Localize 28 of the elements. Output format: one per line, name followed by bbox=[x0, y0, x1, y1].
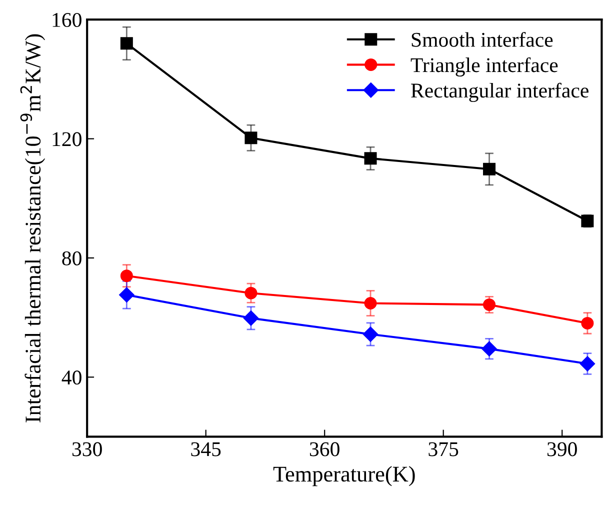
x-tick-label: 375 bbox=[428, 442, 458, 456]
y-tick-label: 40 bbox=[62, 370, 82, 385]
y-axis-title: Interfacial thermal resistance(10$^{−9}$m$^{2}$K/W) bbox=[20, 34, 46, 422]
point bbox=[362, 326, 378, 342]
point bbox=[120, 270, 133, 282]
point bbox=[364, 296, 377, 310]
point bbox=[119, 287, 134, 302]
y-tick-label: 80 bbox=[62, 251, 82, 266]
x-tick-label: 390 bbox=[547, 442, 577, 456]
point bbox=[482, 341, 497, 356]
x-tick-label: 330 bbox=[72, 442, 102, 456]
legend-label: Triangle interface bbox=[410, 57, 558, 77]
x-tick-label: 345 bbox=[191, 442, 221, 456]
point bbox=[483, 298, 496, 311]
point bbox=[243, 310, 259, 326]
legend-label: Rectangular interface bbox=[411, 82, 588, 102]
point bbox=[244, 286, 258, 300]
y-tick-label: 120 bbox=[52, 132, 82, 146]
point bbox=[244, 132, 258, 144]
point bbox=[581, 316, 594, 330]
point bbox=[364, 152, 377, 165]
point bbox=[580, 356, 596, 372]
y-tick-label: 160 bbox=[52, 12, 82, 28]
x-tick-label: 360 bbox=[310, 442, 340, 456]
x-axis-title: Temperature(K) bbox=[273, 466, 415, 486]
legend-label: Smooth interface bbox=[412, 32, 553, 47]
point bbox=[120, 37, 133, 50]
point bbox=[483, 162, 496, 176]
